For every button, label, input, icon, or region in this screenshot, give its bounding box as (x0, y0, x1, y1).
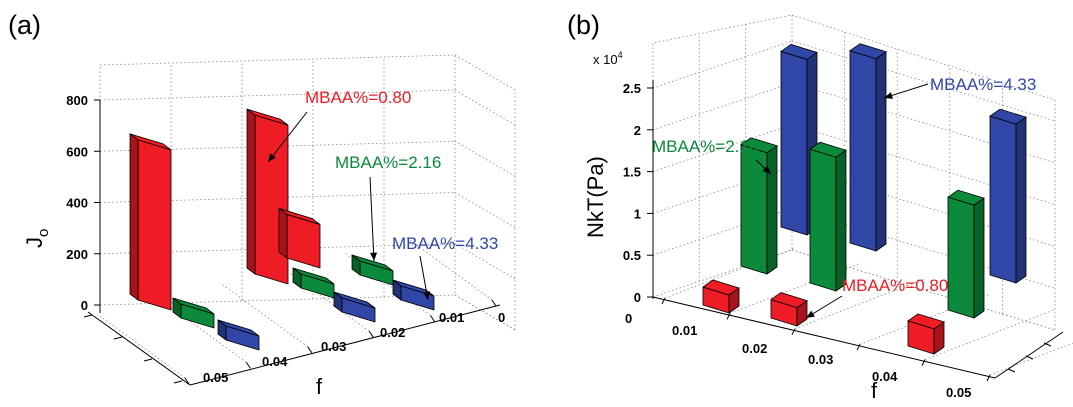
bar-green-f0.01 (352, 255, 393, 285)
annotation-blue: MBAA%=4.33 (392, 234, 498, 253)
f-tick-mark (246, 362, 250, 368)
series-tick-mark (144, 359, 152, 361)
annotation-blue: MBAA%=4.33 (930, 75, 1036, 94)
annotation-arrowhead (370, 253, 377, 261)
panel-b-z-axis-title: NkT(Pa) (583, 156, 608, 238)
f-tick-mark (308, 347, 312, 353)
panel-b-f-axis-title: f (871, 378, 878, 403)
z-tick-label: 0.5 (623, 248, 641, 263)
bar-red-f0.05 (130, 134, 171, 310)
z-tick-label: 0 (81, 298, 88, 313)
bar-red-f0.03 (771, 293, 807, 326)
z-gridline (653, 41, 792, 88)
z-gridline (653, 83, 792, 130)
bar-side-face (767, 146, 777, 274)
bar-blue-f0.03 (850, 44, 886, 251)
panel-a-z-axis-title: Jo (22, 229, 52, 248)
f-tick-mark (431, 316, 435, 322)
annotation-green: MBAA%=2.16 (335, 153, 441, 172)
bar-side-face (876, 52, 886, 251)
z-tick-label: 0 (634, 290, 641, 305)
bar-red-f0.01 (703, 280, 739, 313)
bar-side-face (1016, 117, 1026, 283)
bar-red-f0.05 (908, 314, 944, 354)
bar-front-face (850, 51, 876, 251)
f-tick-mark (369, 331, 373, 337)
bar-front-face (138, 140, 171, 310)
f-tick-label: 0.02 (742, 341, 767, 356)
series-tick-mark (174, 381, 182, 383)
series-tick-mark (84, 315, 92, 317)
bar-green-f0.05 (948, 190, 984, 318)
annotation-arrow (370, 177, 374, 261)
f-tick-label: 0.05 (946, 385, 971, 400)
panel-a-bars (130, 109, 434, 350)
f-tick-label: 0.02 (380, 325, 405, 340)
bar-green-f0.03 (810, 142, 846, 291)
series-axis-line (995, 332, 1063, 378)
annotation-red: MBAA%=0.80 (305, 88, 411, 107)
bar-side-face (279, 208, 287, 258)
bar-red-f0.03 (247, 109, 288, 284)
bar-blue-f0.05 (218, 320, 259, 350)
f-tick-label: 0.03 (321, 339, 346, 354)
panel-a-label: (a) (8, 10, 41, 40)
bar-side-face (130, 134, 138, 300)
bar-side-face (247, 109, 255, 274)
f-tick-label: 0.04 (262, 354, 288, 369)
bar-front-face (948, 197, 974, 318)
top-edge (455, 55, 515, 90)
bar-green-f0.03 (293, 268, 334, 298)
panel-a-f-axis-title: f (316, 374, 323, 399)
f-tick-label: 0 (625, 311, 632, 326)
bar-front-face (741, 145, 767, 274)
z-gridline-side (455, 141, 515, 176)
f-tick-label: 0.01 (672, 323, 697, 338)
z-tick-label: 2.5 (623, 81, 641, 96)
series-tick-mark (1008, 369, 1015, 372)
z-gridline-side (455, 90, 515, 125)
f-tick-label: 0.01 (439, 310, 464, 325)
bar-front-face (255, 115, 288, 284)
bar-side-face (836, 150, 846, 291)
series-tick-mark (114, 337, 122, 339)
bar-front-face (810, 149, 836, 291)
f-tick-mark (492, 300, 496, 306)
series-tick-mark (1026, 356, 1033, 359)
bar-front-face (781, 51, 807, 235)
bar-blue-f0.05 (990, 109, 1026, 283)
z-gridline-side (455, 193, 515, 228)
z-tick-label: 2 (634, 123, 641, 138)
bar-side-face (974, 198, 984, 318)
f-tick-label: 0.03 (808, 352, 833, 367)
floor-gridline (925, 310, 1055, 360)
z-tick-label: 600 (66, 144, 88, 159)
z-tick-label: 800 (66, 93, 88, 108)
bar-front-face (990, 116, 1016, 283)
f-tick-label: 0.05 (203, 370, 228, 385)
z-tick-label: 200 (66, 247, 88, 262)
f-tick-label: 0 (498, 310, 505, 325)
z-tick-label: 400 (66, 196, 88, 211)
panel-a: (a) 0 200 400 600 800 0.05 0.04 0.03 0.02 0.01 0 J… (8, 10, 515, 399)
z-tick-label: 1 (634, 206, 641, 221)
panel-b: (b) 0 0.5 1 1.5 2 2.5 0 0.01 0.02 0.03 0.04 0.05 x … (567, 10, 1073, 403)
annotation-red: MBAA%=0.80 (842, 276, 948, 295)
bar-green-f0.05 (173, 298, 214, 328)
panel-b-multiplier: x 104 (593, 50, 623, 67)
z-tick-label: 1.5 (623, 165, 641, 180)
floor-gridline (100, 316, 185, 378)
series-axis-line (88, 312, 190, 385)
bar-green-f0.01 (741, 138, 777, 274)
annotation-green: MBAA%=2.16 (652, 137, 758, 156)
panel-b-label: (b) (567, 10, 600, 40)
floor-gridline (990, 325, 1073, 375)
bar-blue-f0.03 (334, 292, 375, 322)
